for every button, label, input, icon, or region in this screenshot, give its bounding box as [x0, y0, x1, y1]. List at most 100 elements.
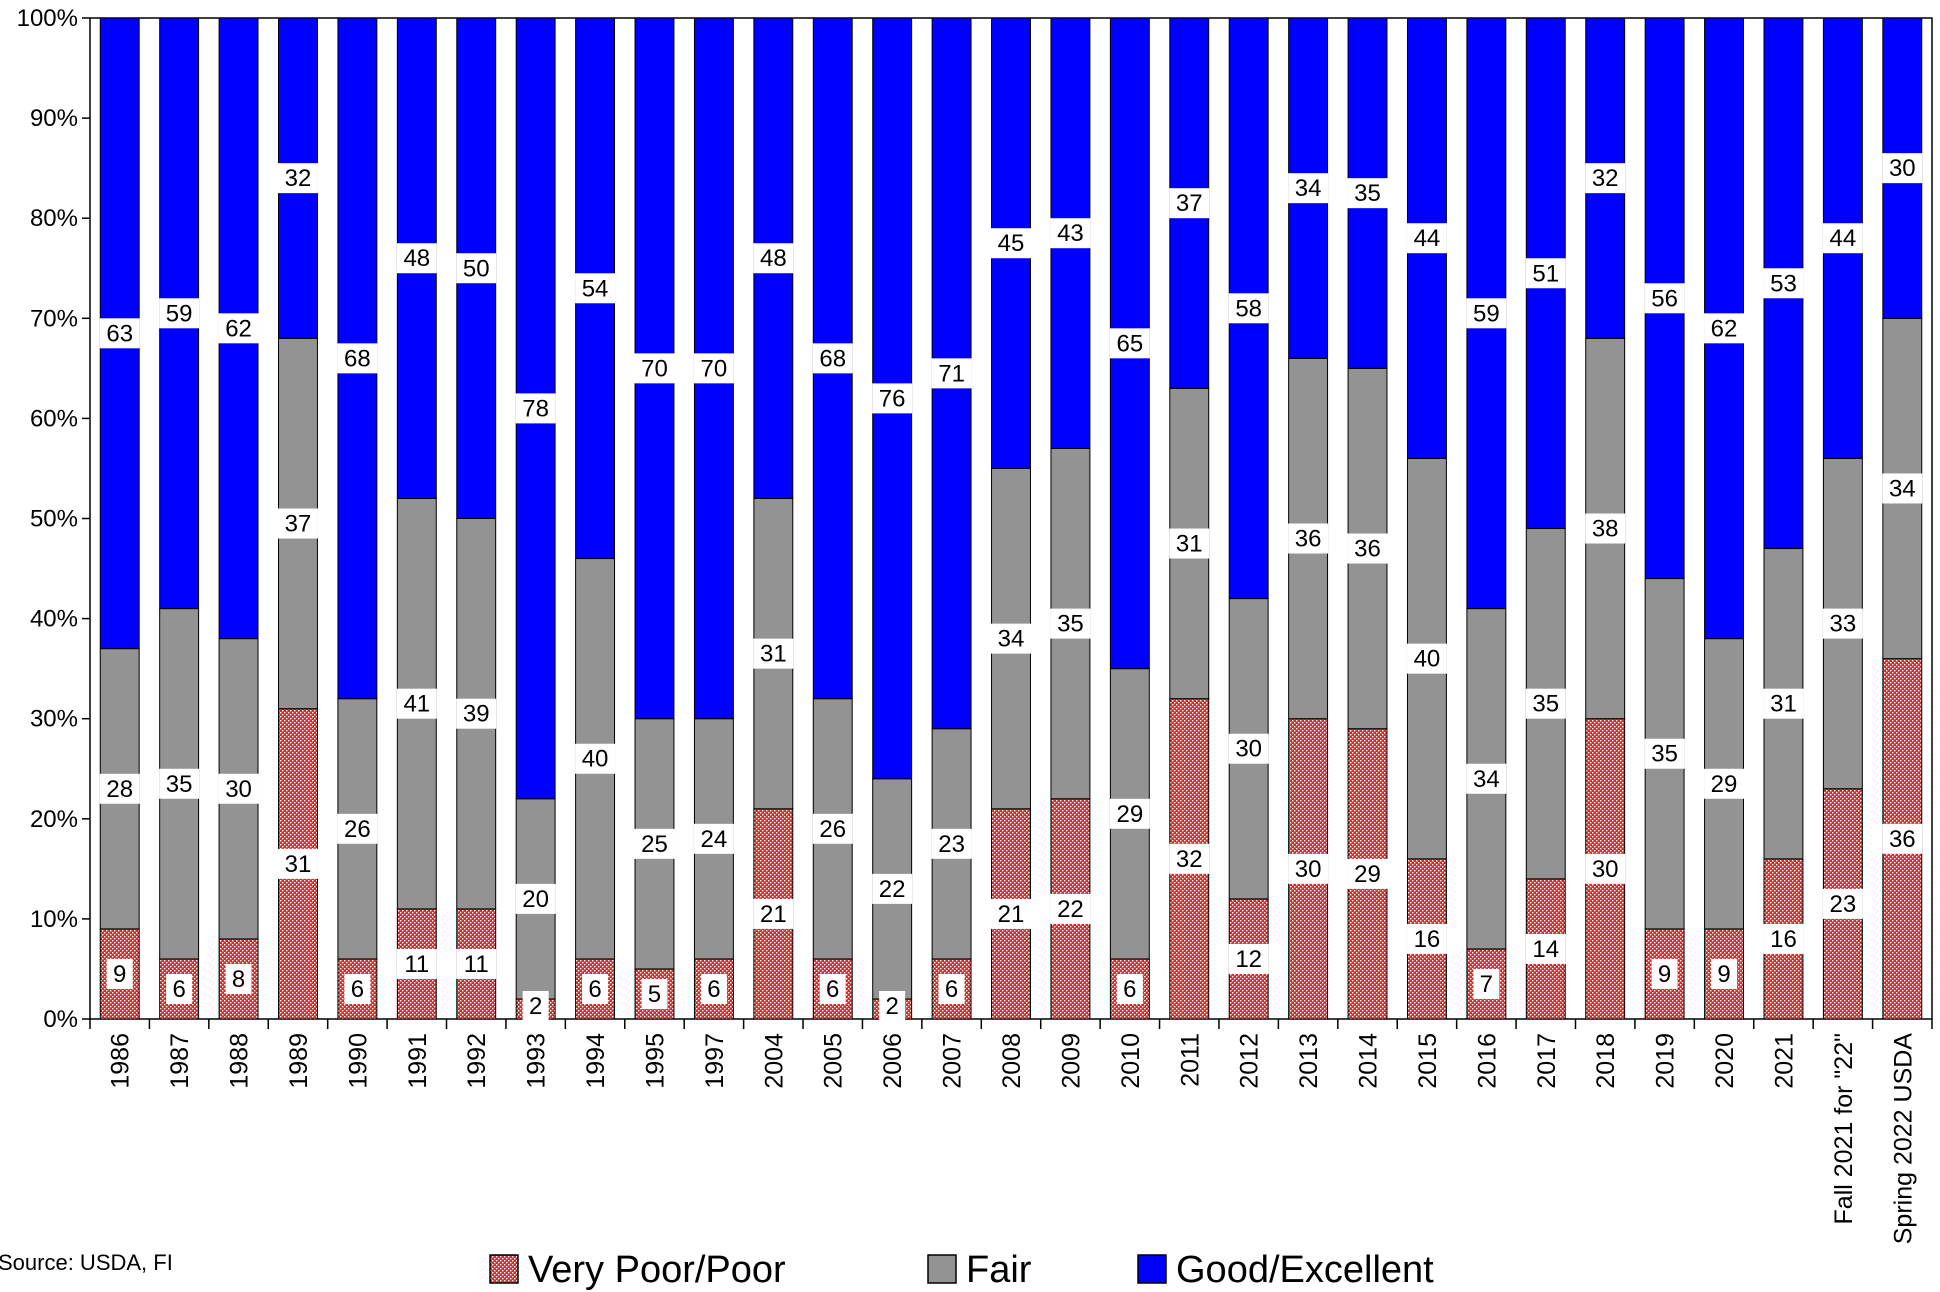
data-label-box [1050, 608, 1091, 639]
data-label-box [106, 958, 133, 989]
data-label: 26 [812, 813, 853, 844]
data-label-box [1406, 223, 1447, 254]
data-label-box [396, 688, 437, 719]
data-label-box [1050, 893, 1091, 924]
data-label-box [1406, 643, 1447, 674]
data-label-text: 62 [225, 315, 252, 342]
data-label: 38 [1585, 513, 1626, 544]
data-label-text: 22 [1057, 896, 1084, 923]
data-labels-group: 9286363559830623137326266811414811395022… [99, 153, 1923, 1021]
data-label-box [931, 828, 972, 859]
data-label: 56 [1644, 283, 1685, 314]
data-label-text: 6 [945, 976, 958, 1003]
y-tick-label: 20% [30, 806, 78, 833]
data-label-box [1704, 768, 1745, 799]
data-label: 23 [931, 828, 972, 859]
bars-group [99, 17, 1923, 1020]
data-label-text: 36 [1354, 536, 1381, 563]
data-label-text: 32 [1592, 165, 1619, 192]
data-label: 6 [166, 973, 193, 1004]
data-label-text: 62 [1711, 315, 1738, 342]
y-tick-label: 100% [17, 5, 78, 32]
data-label: 31 [277, 848, 318, 879]
data-label-text: 11 [404, 951, 429, 978]
data-label-box [1406, 923, 1447, 954]
data-label-box [700, 973, 727, 1004]
data-label-box [1228, 293, 1269, 324]
data-label-text: 6 [172, 976, 185, 1003]
data-label-text: 36 [1295, 526, 1322, 553]
data-label: 7 [1473, 968, 1500, 999]
data-label: 76 [872, 383, 913, 414]
data-label-text: 6 [1123, 976, 1136, 1003]
y-tick-label: 60% [30, 405, 78, 432]
data-label-text: 7 [1480, 971, 1493, 998]
y-tick-label: 80% [30, 205, 78, 232]
data-label: 9 [1651, 958, 1678, 989]
data-label-text: 35 [1651, 741, 1678, 768]
data-label: 26 [337, 813, 378, 844]
data-label-text: 6 [707, 976, 720, 1003]
data-label: 30 [1882, 153, 1923, 184]
data-label-text: 71 [938, 360, 965, 387]
data-label-text: 16 [1414, 926, 1441, 953]
data-label-box [872, 873, 913, 904]
data-label-text: 53 [1770, 270, 1797, 297]
data-label: 9 [106, 958, 133, 989]
data-label-box [1651, 958, 1678, 989]
data-label-text: 31 [285, 851, 312, 878]
data-label: 48 [396, 243, 437, 274]
data-label: 37 [277, 508, 318, 539]
data-label-box [575, 273, 616, 304]
data-label-box [456, 698, 497, 729]
data-label-text: 44 [1414, 225, 1441, 252]
data-label-box [456, 948, 497, 979]
data-label-text: 34 [1295, 175, 1322, 202]
y-tick-label: 30% [30, 706, 78, 733]
data-label: 62 [1704, 313, 1745, 344]
x-tick-label: 2018 [1592, 1033, 1620, 1089]
data-label-text: 40 [1414, 646, 1441, 673]
data-label: 6 [582, 973, 609, 1004]
legend-label-very-poor-poor: Very Poor/Poor [528, 1249, 786, 1291]
data-label-box [812, 343, 853, 374]
data-label-text: 40 [582, 746, 609, 773]
data-label-text: 29 [1354, 861, 1381, 888]
data-label-text: 59 [166, 300, 193, 327]
data-label-box [99, 773, 140, 804]
data-label-box [1169, 528, 1210, 559]
data-label-box [218, 313, 259, 344]
x-tick-label: 2021 [1770, 1033, 1798, 1089]
data-label-text: 30 [1235, 736, 1262, 763]
data-label: 32 [277, 163, 318, 194]
legend-swatch-good-excellent [1137, 1254, 1167, 1284]
data-label-text: 6 [826, 976, 839, 1003]
data-label-box [1644, 738, 1685, 769]
data-label-box [991, 898, 1031, 929]
data-label: 59 [1466, 298, 1507, 329]
data-label-box [337, 343, 378, 374]
data-label: 31 [753, 638, 794, 669]
data-label-box [1585, 853, 1626, 884]
x-tick-label: 2014 [1355, 1033, 1383, 1089]
data-label-text: 65 [1116, 330, 1143, 357]
data-label-text: 6 [588, 976, 601, 1003]
data-label-text: 33 [1830, 611, 1857, 638]
data-label-text: 37 [1176, 190, 1203, 217]
data-label-box [1763, 268, 1804, 299]
data-label-box [634, 828, 675, 859]
x-tick-label: 2010 [1117, 1033, 1145, 1089]
data-label-box [515, 883, 556, 914]
data-label: 31 [1763, 688, 1804, 719]
data-label-box [1763, 688, 1804, 719]
data-label: 16 [1763, 923, 1804, 954]
x-tick-label: 2005 [820, 1033, 848, 1089]
data-label-box [1473, 968, 1500, 999]
data-label-box [522, 990, 549, 1021]
y-axis: 0% 10% 20% 30% 40% 50% 60% 70% 80% 90% 100% [17, 5, 90, 1033]
data-label-box [753, 638, 794, 669]
legend-item-fair: Fair [927, 1249, 1032, 1291]
data-label: 20 [515, 883, 556, 914]
data-label-box [753, 243, 794, 274]
data-label: 23 [1822, 888, 1863, 919]
